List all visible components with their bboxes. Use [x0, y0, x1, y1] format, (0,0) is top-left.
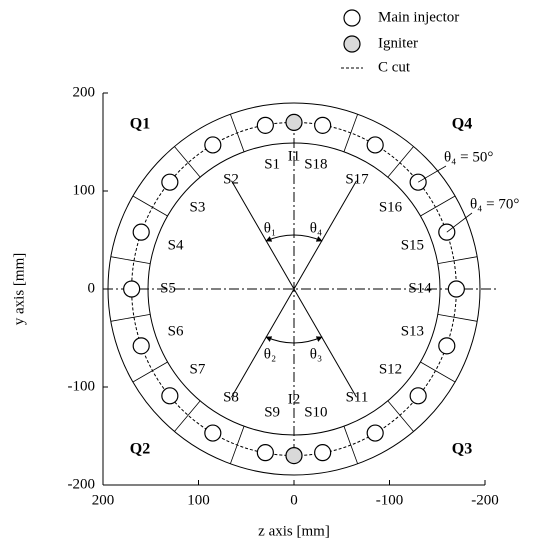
- igniter-label: I2: [288, 391, 301, 407]
- sector-label: S13: [401, 324, 424, 340]
- legend-marker: [343, 9, 361, 27]
- sector-boundary: [437, 313, 478, 322]
- legend-label: Igniter: [378, 35, 418, 51]
- sector-label: S17: [345, 171, 369, 187]
- quadrant-label: Q4: [452, 116, 472, 133]
- y-tick-label: -200: [68, 476, 96, 492]
- sector-label: S12: [379, 361, 402, 377]
- y-tick-label: 0: [88, 280, 96, 296]
- sector-label: S15: [401, 237, 424, 253]
- callout: θ₄ = 70°: [470, 196, 519, 212]
- angle-label: θ₄: [310, 220, 322, 236]
- sector-boundary: [110, 313, 151, 322]
- angle-line: [231, 180, 357, 398]
- injector: [204, 424, 222, 442]
- legend-label: C cut: [378, 59, 411, 75]
- igniter: [285, 113, 303, 132]
- sector-label: S6: [168, 324, 184, 340]
- angle-arc: [265, 336, 323, 344]
- sector-boundary: [420, 195, 456, 217]
- angle-label: θ₂: [264, 346, 276, 362]
- injector: [314, 444, 332, 462]
- y-tick-label: 200: [73, 84, 96, 100]
- legend-label: Main injector: [378, 9, 459, 25]
- x-tick-label: 200: [92, 492, 115, 508]
- sector-label: S1: [264, 156, 280, 172]
- sector-label: S7: [190, 361, 206, 377]
- sector-label: S2: [223, 171, 239, 187]
- injector: [123, 280, 141, 298]
- injector: [132, 223, 150, 241]
- sector-label: S18: [304, 156, 327, 172]
- legend-marker: [343, 35, 361, 53]
- igniter-label: I1: [288, 148, 301, 164]
- sector-label: S11: [346, 390, 369, 406]
- injector: [366, 424, 384, 442]
- sector-boundary: [132, 361, 168, 383]
- sector-label: S16: [379, 199, 403, 215]
- injector: [132, 337, 150, 355]
- x-tick-label: 0: [290, 492, 298, 508]
- injector: [256, 444, 274, 462]
- angle-label: θ₃: [310, 346, 322, 362]
- igniter: [285, 447, 303, 465]
- sector-label: S9: [264, 405, 280, 421]
- sector-boundary: [174, 400, 201, 432]
- injector: [438, 337, 456, 355]
- injector: [409, 387, 427, 405]
- y-tick-label: 100: [73, 182, 96, 198]
- injector: [204, 136, 222, 154]
- quadrant-label: Q3: [452, 441, 472, 458]
- sector-label: S4: [168, 237, 184, 253]
- x-tick-label: -200: [471, 492, 499, 508]
- injector: [161, 173, 179, 191]
- x-tick-label: 100: [187, 492, 210, 508]
- x-axis-label: z axis [mm]: [258, 523, 330, 539]
- sector-boundary: [420, 361, 456, 383]
- sector-boundary: [437, 256, 478, 265]
- injector: [366, 136, 384, 154]
- sector-label: S5: [160, 280, 176, 296]
- sector-label: S10: [304, 405, 327, 421]
- sector-boundary: [174, 146, 201, 178]
- y-axis-label: y axis [mm]: [11, 253, 27, 326]
- injector: [161, 387, 179, 405]
- injector: [256, 116, 274, 134]
- injector: [314, 116, 332, 134]
- sector-label: S14: [408, 280, 432, 296]
- sector-label: S3: [190, 199, 206, 215]
- quadrant-label: Q1: [130, 116, 150, 133]
- injector: [447, 280, 465, 298]
- angle-label: θ₁: [264, 220, 276, 236]
- x-tick-label: -100: [376, 492, 404, 508]
- y-tick-label: -100: [68, 378, 96, 394]
- sector-boundary: [110, 256, 151, 265]
- angle-arc: [265, 234, 323, 242]
- callout: θ₄ = 50°: [444, 149, 493, 165]
- sector-label: S8: [223, 390, 239, 406]
- sector-boundary: [132, 195, 168, 217]
- sector-boundary: [387, 146, 414, 178]
- leader-line: [417, 165, 447, 183]
- quadrant-label: Q2: [130, 441, 150, 458]
- leader-line: [446, 212, 473, 233]
- sector-boundary: [387, 400, 414, 432]
